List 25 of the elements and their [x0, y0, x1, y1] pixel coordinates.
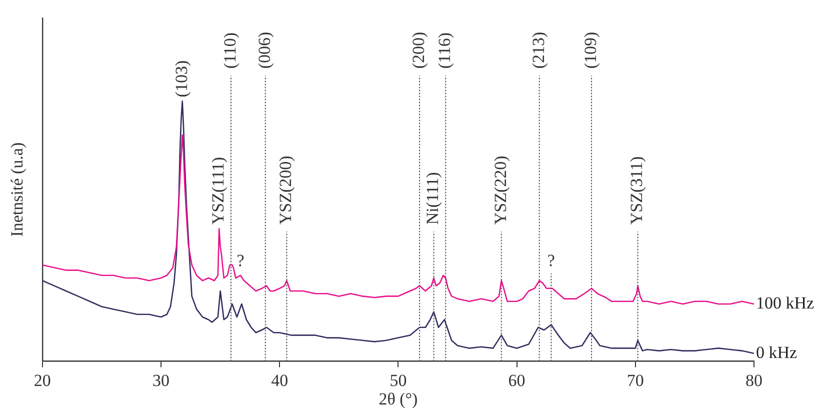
annotation: Ni(111) [423, 172, 442, 225]
annotation: (110) [220, 32, 240, 69]
annotation: YSZ(311) [627, 156, 646, 225]
annotation: (213) [528, 32, 548, 69]
x-tick-label: 60 [508, 370, 526, 390]
annotation: YSZ(111) [208, 156, 228, 225]
y-axis-title: Inetnsité (u.a) [8, 142, 27, 237]
annotation: (200) [409, 32, 428, 69]
x-tick-label: 40 [271, 370, 288, 390]
annotation: (103) [172, 60, 191, 98]
x-axis-title: 2θ (°) [378, 389, 418, 408]
series-label: 100 kHz [756, 293, 815, 312]
annotation: ? [236, 251, 244, 270]
annotation: ? [547, 251, 555, 270]
annotation: (006) [254, 32, 274, 69]
annotation: YSZ(200) [276, 156, 296, 225]
x-tick-label: 30 [152, 370, 170, 390]
annotation: YSZ(220) [490, 156, 510, 225]
x-tick-label: 70 [626, 370, 644, 390]
x-tick-label: 50 [390, 370, 407, 390]
x-tick-label: 80 [746, 370, 762, 390]
annotation: (116) [435, 32, 454, 69]
series-label: 0 kHz [756, 342, 798, 362]
annotation: (109) [580, 32, 600, 69]
x-tick-label: 20 [34, 370, 51, 390]
